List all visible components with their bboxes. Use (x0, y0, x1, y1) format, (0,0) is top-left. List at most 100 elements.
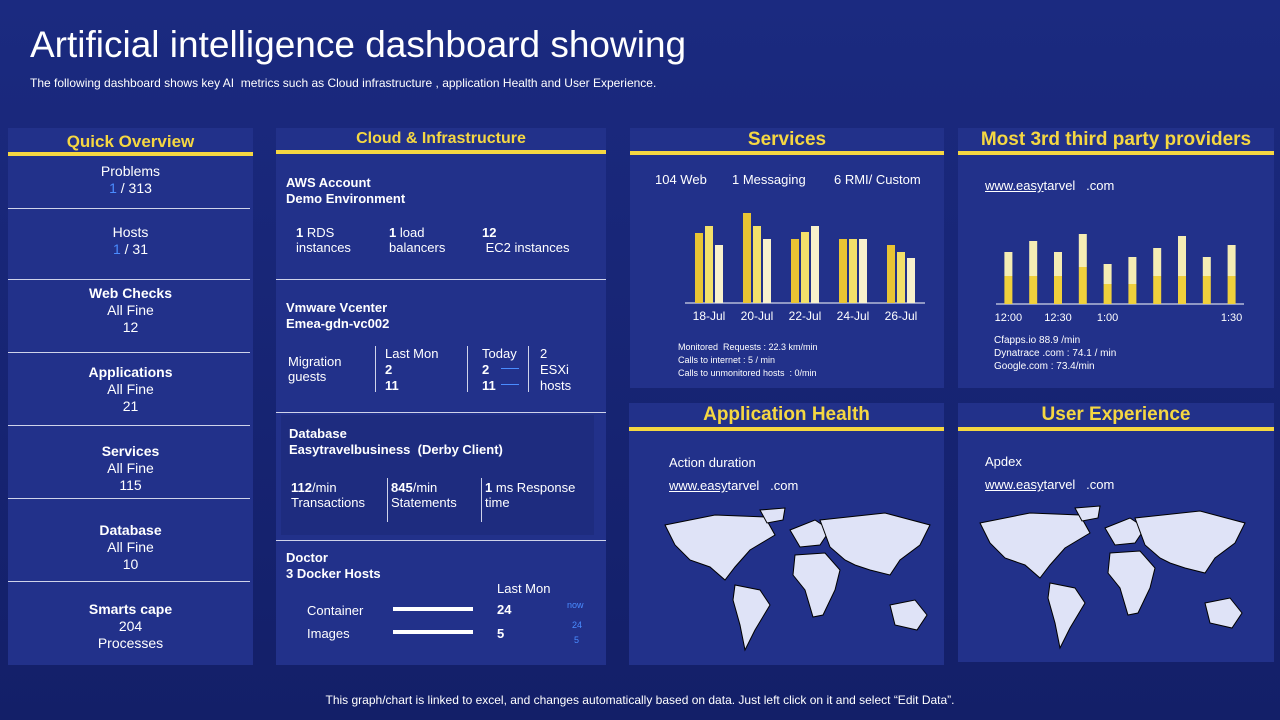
bar-segment (1103, 264, 1112, 284)
docker-name: Doctor (286, 550, 328, 565)
value: 2 (385, 362, 393, 377)
value: 1 (296, 225, 304, 240)
now-value: 24 (572, 620, 583, 630)
cloud-panel: Cloud & Infrastructure AWS Account Demo … (276, 128, 606, 665)
bar-segment (1153, 276, 1162, 304)
site: www.easytarvel .com (985, 178, 1114, 193)
aws-name: AWS Account (286, 175, 371, 190)
site-rest: tarvel .com (1043, 178, 1115, 193)
x-tick-label: 26-Jul (885, 309, 918, 323)
stats: Cfapps.io 88.9 /min Dynatrace .com : 74.1… (994, 334, 1116, 373)
value: 1 (389, 225, 397, 240)
quick-overview: Quick Overview Problems 1 / 313 Hosts 1 / … (8, 128, 253, 665)
bar (907, 258, 915, 303)
item: Problems 1 / 313 (8, 163, 253, 197)
label: ESXi hosts (540, 362, 572, 393)
label: Statements (391, 495, 457, 510)
heading: Today (482, 346, 517, 361)
separator (276, 412, 606, 413)
bar-segment (1128, 257, 1137, 284)
value: 12 (482, 225, 497, 240)
count: 1 (112, 241, 121, 257)
bar-segment (1227, 276, 1236, 304)
status: All Fine (107, 381, 154, 397)
panel-title: User Experience (1041, 404, 1191, 425)
metric: Apdex (985, 454, 1022, 469)
bar-segment (1227, 245, 1236, 276)
header-bar (8, 152, 253, 156)
separator (8, 279, 250, 280)
x-tick-label: 12:00 (995, 312, 1023, 324)
stat: 1 RDS instances (296, 225, 351, 255)
status: All Fine (107, 460, 154, 476)
value: 21 (122, 398, 139, 414)
item: Services All Fine 115 (8, 443, 253, 494)
label: Web Checks (89, 285, 172, 301)
metric: Action duration (669, 455, 756, 470)
separator (276, 279, 606, 280)
column-title: Last Mon (497, 581, 551, 596)
x-tick-label: 12:30 (1044, 312, 1072, 324)
now-label: now (567, 600, 584, 610)
site-rest: tarvel .com (727, 478, 799, 493)
docker-hosts: 3 Docker Hosts (286, 566, 381, 581)
vmware-name: Vmware Vcenter (286, 300, 388, 315)
link[interactable]: www.easy (669, 478, 728, 493)
today: Today 2 11 (482, 346, 517, 394)
count: 1 (109, 180, 117, 196)
aws-env: Demo Environment (286, 191, 406, 206)
separator (8, 208, 250, 209)
separator (8, 581, 250, 582)
heading: Last Mon (385, 346, 439, 361)
title: Artificial intelligence dashboard showin… (30, 24, 687, 65)
site-rest: tarvel .com (1043, 477, 1115, 492)
row-bar (393, 607, 473, 611)
x-tick-label: 18-Jul (693, 309, 726, 323)
bar-segment (1178, 236, 1186, 276)
unit: /min (412, 480, 438, 495)
world-map (979, 505, 1246, 649)
link[interactable]: www.easy (985, 477, 1044, 492)
item: Web Checks All Fine 12 (8, 285, 253, 336)
total: / 31 (124, 241, 149, 257)
bar-segment (1004, 276, 1013, 304)
esxi: 2 ESXi hosts (540, 346, 590, 394)
unit: Processes (97, 635, 164, 651)
label: Transactions (291, 495, 365, 510)
divider (528, 346, 529, 392)
stat: Calls to unmonitored hosts : 0/min (678, 368, 817, 378)
bar-segment (1202, 276, 1211, 304)
stat: Cfapps.io 88.9 /min (994, 335, 1081, 346)
bar (849, 239, 857, 303)
stat: Monitored Requests : 22.3 km/min (678, 342, 818, 352)
bar (763, 239, 771, 303)
bar (695, 233, 703, 303)
stat: 1 ms Response time (485, 480, 585, 510)
value: 112 (291, 480, 312, 495)
status: All Fine (107, 302, 154, 318)
stat: 12 EC2 instances (482, 225, 569, 255)
label: Smarts cape (88, 601, 173, 617)
bar (705, 226, 713, 303)
stat: 112/min Transactions (291, 480, 365, 510)
sub: EC2 instances (485, 240, 570, 255)
separator (8, 498, 250, 499)
link[interactable]: www.easy (985, 178, 1044, 193)
bar-segment (1029, 241, 1038, 276)
label: Hosts (112, 224, 149, 240)
last-mon: Last Mon 2 11 (385, 346, 438, 394)
world-map (664, 507, 931, 651)
bar-segment (1054, 276, 1062, 304)
footer: This graph/chart is linked to excel, and… (325, 693, 955, 707)
item: Database All Fine 10 (8, 522, 253, 573)
stat: 1 load balancers (389, 225, 445, 255)
bar-segment (1029, 276, 1038, 304)
x-tick-label: 24-Jul (837, 309, 870, 323)
value: 10 (122, 556, 139, 572)
spark (501, 384, 519, 385)
label: ms Response time (485, 480, 576, 510)
header-bar (630, 151, 944, 155)
bar (859, 239, 867, 303)
